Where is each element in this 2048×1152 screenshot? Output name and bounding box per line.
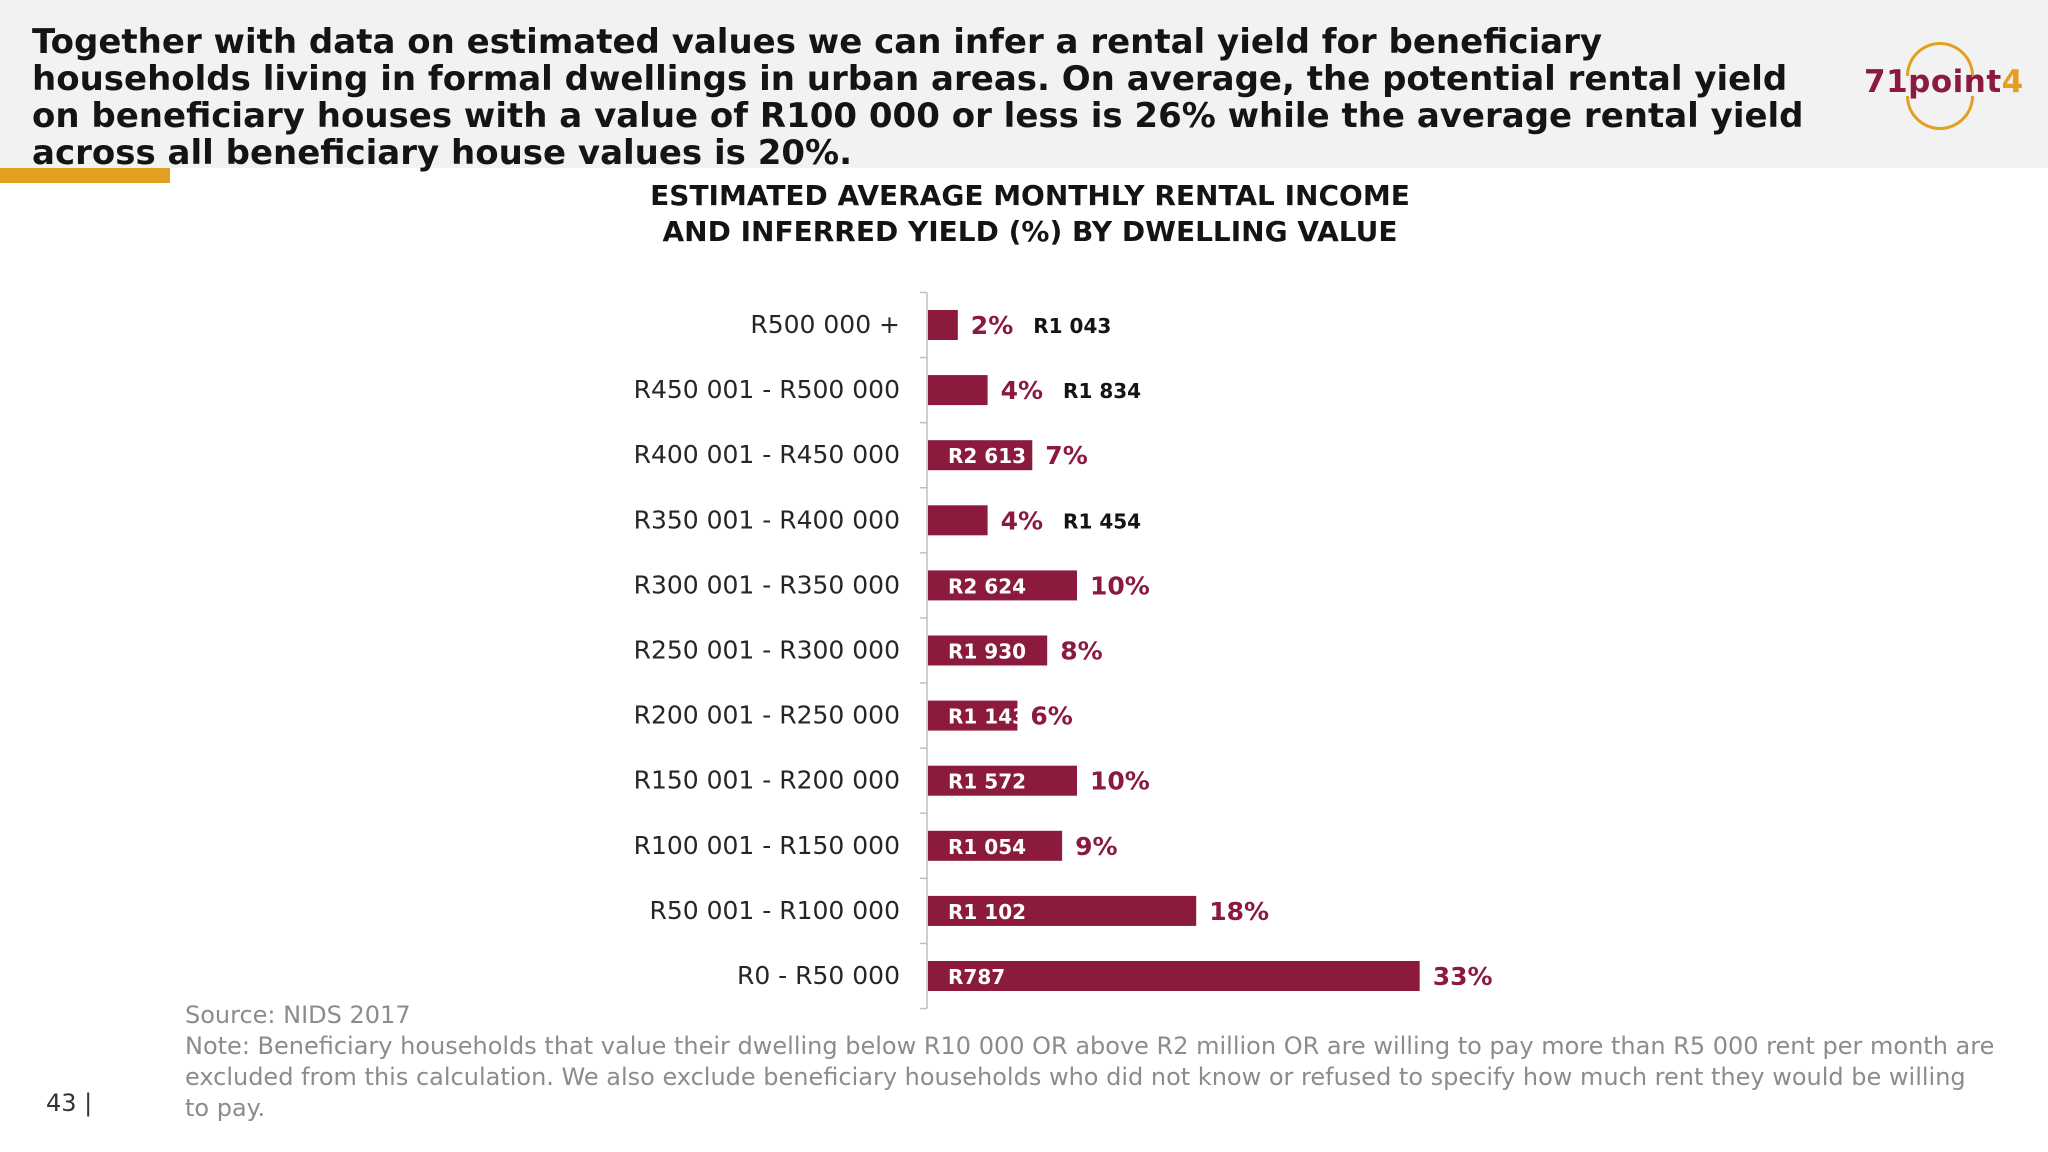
category-label: R500 000 + <box>750 310 900 339</box>
data-label-yield: 10% <box>1090 571 1150 600</box>
bar <box>928 961 1420 991</box>
data-label-yield: 8% <box>1060 637 1102 666</box>
accent-bar <box>0 168 170 183</box>
data-label-rent: R1 054 <box>948 835 1026 859</box>
data-label-yield: 18% <box>1209 897 1269 926</box>
slide-headline: Together with data on estimated values w… <box>32 22 1804 173</box>
data-label-yield: 2% <box>971 311 1013 340</box>
data-label-rent: R1 102 <box>948 900 1026 924</box>
category-label: R0 - R50 000 <box>737 961 900 990</box>
data-label-rent: R1 454 <box>1063 509 1141 533</box>
logo-word: point <box>1908 64 2002 100</box>
bar <box>928 570 1077 601</box>
data-label-rent: R1 834 <box>1063 379 1141 403</box>
bar <box>928 635 1048 666</box>
source-note: Source: NIDS 2017 <box>185 1001 411 1029</box>
category-label: R100 001 - R150 000 <box>634 831 900 860</box>
data-label-yield: 4% <box>1001 376 1043 405</box>
data-label-rent: R787 <box>948 965 1005 989</box>
data-label-rent: R2 613 <box>948 444 1026 468</box>
bar <box>928 375 988 406</box>
category-label: R400 001 - R450 000 <box>634 440 900 469</box>
category-label: R50 001 - R100 000 <box>649 896 900 925</box>
data-label-yield: 4% <box>1001 506 1043 535</box>
data-label-rent: R1 143 <box>948 705 1026 729</box>
slide-header: Together with data on estimated values w… <box>0 0 2048 172</box>
bar <box>928 830 1063 861</box>
bar <box>928 765 1077 796</box>
chart-title: ESTIMATED AVERAGE MONTHLY RENTAL INCOME … <box>650 179 1410 248</box>
bar <box>928 505 988 536</box>
category-label: R350 001 - R400 000 <box>634 505 900 534</box>
logo-number: 71 <box>1864 64 1909 100</box>
category-label: R150 001 - R200 000 <box>634 766 900 795</box>
methodology-note: Note: Beneficiary households that value … <box>185 1032 1995 1122</box>
data-label-yield: 6% <box>1030 702 1072 731</box>
bar <box>928 310 958 340</box>
data-label-yield: 10% <box>1090 767 1150 796</box>
logo-digit: 4 <box>2001 64 2024 100</box>
category-label: R450 001 - R500 000 <box>634 375 900 404</box>
category-label: R300 001 - R350 000 <box>634 570 900 599</box>
data-label-rent: R1 930 <box>948 640 1026 664</box>
category-label: R200 001 - R250 000 <box>634 701 900 730</box>
data-label-rent: R2 624 <box>948 574 1026 598</box>
data-label-yield: 7% <box>1045 441 1087 470</box>
logo-wordmark: 71point4 <box>1864 64 2023 100</box>
company-logo: 71point4 <box>1860 40 2023 130</box>
data-label-yield: 33% <box>1433 962 1493 991</box>
data-label-rent: R1 043 <box>1033 314 1111 338</box>
bar <box>928 440 1033 471</box>
data-label-rent: R1 572 <box>948 770 1026 794</box>
bar <box>928 700 1018 731</box>
data-label-yield: 9% <box>1075 832 1117 861</box>
category-label: R250 001 - R300 000 <box>634 636 900 665</box>
page-number: 43 | <box>46 1089 93 1117</box>
bar <box>928 895 1197 926</box>
